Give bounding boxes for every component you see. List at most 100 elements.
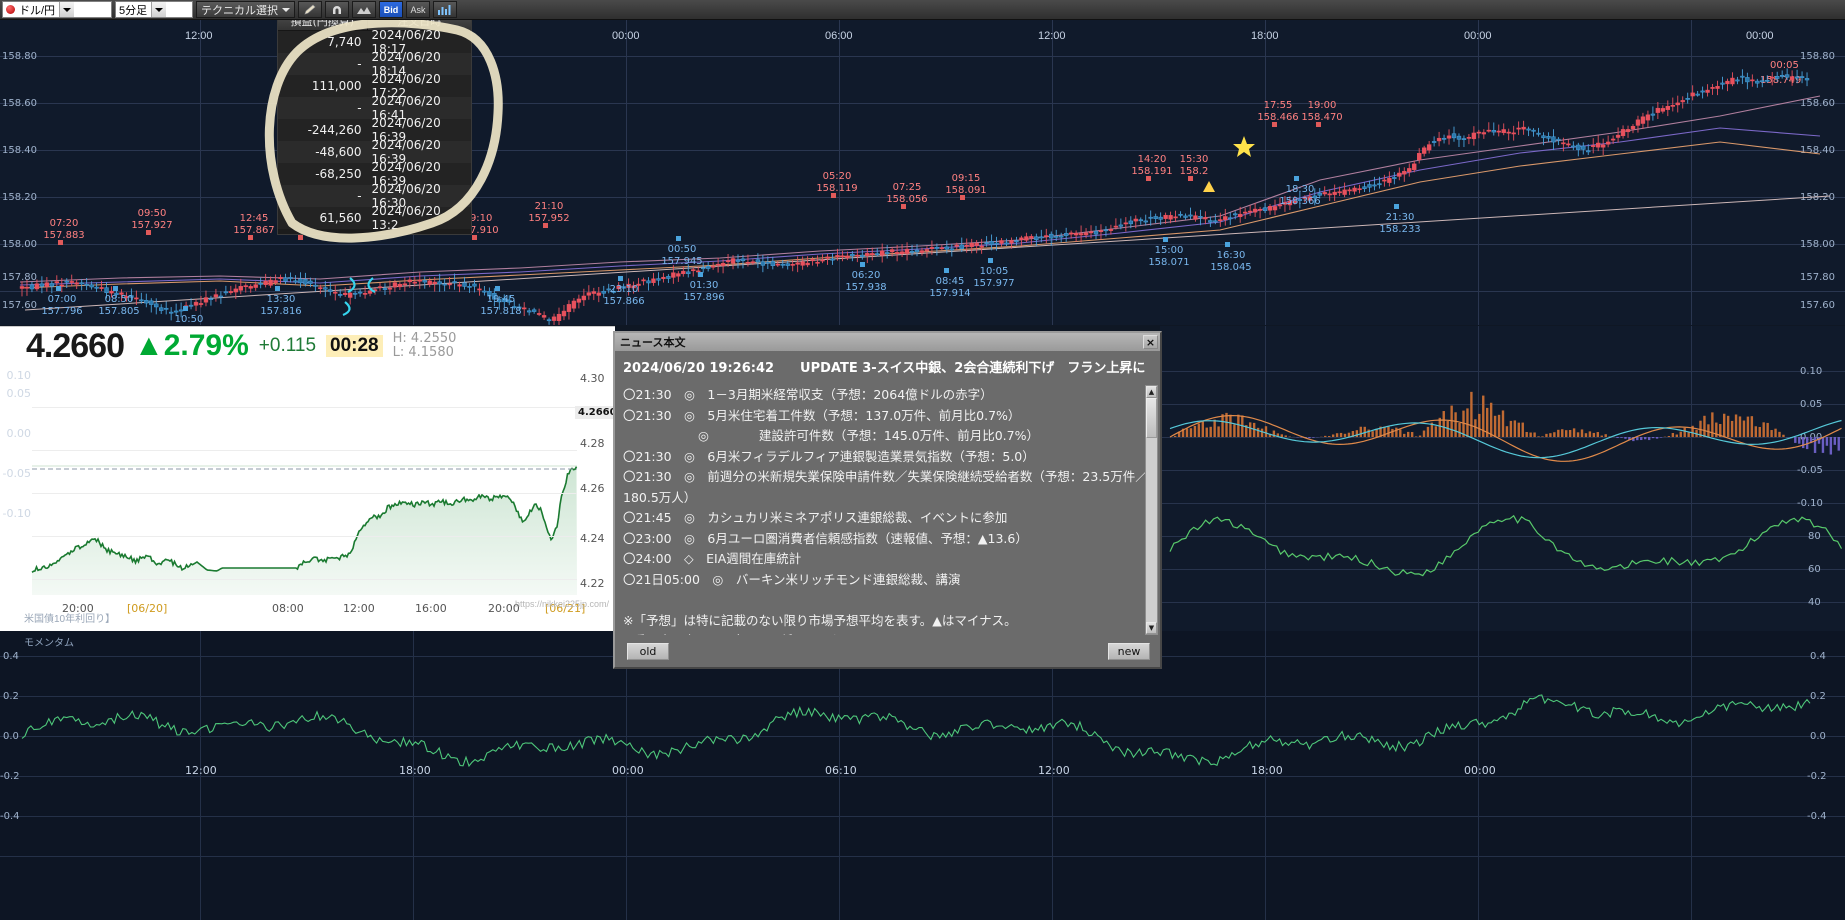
- news-dialog-titlebar[interactable]: ニュース本文 ×: [615, 333, 1160, 351]
- annotation-price: 158.366: [1279, 196, 1321, 207]
- news-dialog-footer: old new: [615, 643, 1164, 663]
- x-axis-label: 00:00: [1746, 30, 1774, 42]
- chevron-down-icon[interactable]: [59, 2, 75, 17]
- timeframe-select[interactable]: 5分足: [115, 1, 193, 18]
- scroll-up-icon[interactable]: ▲: [1146, 386, 1157, 398]
- y-axis-label-right: 158.80: [1800, 51, 1835, 62]
- quote-price: 4.2660: [26, 326, 125, 365]
- order-profit: -: [357, 189, 362, 203]
- annotation-time: 16:30: [1216, 250, 1246, 261]
- candle-annotation: 15:30 158.2: [1168, 154, 1220, 178]
- momentum-y-label: 0.4: [3, 651, 19, 662]
- quote-change-percent: ▲ 2.79%: [134, 329, 249, 362]
- news-scrollbar[interactable]: ▲ ▼: [1145, 385, 1158, 635]
- annotation-price: 157.977: [973, 278, 1015, 289]
- x-axis-label: 00:00: [612, 30, 640, 42]
- annotation-marker: [1225, 242, 1230, 247]
- annotation-price: 158.233: [1379, 224, 1421, 235]
- momentum-y-label: -0.4: [0, 811, 20, 822]
- candle-annotation: 05:20 158.119: [811, 171, 863, 195]
- momentum-x-label: 00:00: [1464, 764, 1496, 777]
- order-datetime: 2024/06/20 13:2: [371, 204, 441, 232]
- annotation-marker: [988, 258, 993, 263]
- annotation-price: 158.091: [945, 185, 987, 196]
- ask-toggle[interactable]: Ask: [406, 1, 430, 18]
- annotation-time: 15:00: [1154, 245, 1184, 256]
- currency-pair-select[interactable]: ドル/円: [2, 1, 112, 18]
- x-axis-label: 18:00: [1251, 30, 1279, 42]
- y-axis-label-left: 157.80: [2, 272, 37, 283]
- mountain-icon[interactable]: [352, 1, 376, 18]
- bar-chart-icon[interactable]: [433, 1, 457, 18]
- scroll-down-icon[interactable]: ▼: [1146, 622, 1157, 634]
- technical-select-button[interactable]: テクニカル選択: [196, 1, 295, 18]
- quote-y-label-left: 0.00: [6, 427, 32, 440]
- annotation-marker: [248, 235, 253, 240]
- ask-label: Ask: [410, 4, 426, 15]
- annotation-price: 158.2: [1179, 166, 1209, 177]
- close-icon[interactable]: ×: [1143, 335, 1158, 349]
- x-axis-label: 12:00: [1038, 30, 1066, 42]
- candle-annotation: 07:20 157.883: [38, 218, 90, 242]
- annotation-marker: [113, 286, 118, 291]
- bid-toggle[interactable]: Bid: [379, 1, 403, 18]
- annotation-price: 157.883: [43, 230, 85, 241]
- annotation-marker: [58, 240, 63, 245]
- annotation-price: 157.945: [661, 256, 703, 267]
- candle-annotation: 13:30 157.816: [255, 294, 307, 318]
- x-axis-label: 06:00: [825, 30, 853, 42]
- momentum-y-label-right: 0.4: [1810, 651, 1826, 662]
- quote-low: L: 4.1580: [392, 345, 454, 360]
- candle-annotation: 19:45 157.818: [475, 294, 527, 318]
- quote-y-label-right: 4.30: [580, 372, 605, 385]
- news-dialog[interactable]: ニュース本文 × 2024/06/20 19:26:42 UPDATE 3-スイ…: [613, 331, 1162, 669]
- candle-annotation: 00:50 157.945: [656, 244, 708, 268]
- order-profit: -68,250: [315, 167, 362, 181]
- macd-sub-chart[interactable]: 0.10 0.05 0.00 -0.05 -0.10 80 60 40: [1160, 326, 1845, 631]
- us10y-quote-panel[interactable]: 4.2660 ▲ 2.79% +0.115 00:28 H: 4.2550 L: …: [0, 326, 615, 631]
- y-axis-label-right: 158.20: [1800, 192, 1835, 203]
- annotation-time: 21:30: [1385, 212, 1415, 223]
- quote-x-label-session: [06/20]: [127, 602, 168, 615]
- quote-y-label-right: 4.24: [580, 532, 605, 545]
- chevron-down-icon: [282, 7, 290, 12]
- annotation-time: 23:10: [609, 284, 639, 295]
- recording-dot-icon: [6, 5, 15, 14]
- order-row[interactable]: 61,560 2024/06/20 13:2: [278, 204, 471, 232]
- annotation-time: 05:20: [822, 171, 852, 182]
- annotation-time: 01:30: [689, 280, 719, 291]
- x-axis-label: 12:00: [185, 30, 213, 42]
- y-axis-label-left: 158.80: [2, 51, 37, 62]
- order-history-popup[interactable]: 損益(円換算) 注文日時 7,740 2024/06/20 18:17-2024/…: [277, 11, 472, 235]
- sub-extra-label: 60: [1808, 564, 1821, 575]
- timeframe-label: 5分足: [119, 4, 148, 17]
- annotation-time: 19:00: [1307, 100, 1337, 111]
- annotation-price: 157.796: [41, 306, 83, 317]
- annotation-marker: [944, 268, 949, 273]
- up-arrow-icon: ▲: [134, 329, 164, 362]
- momentum-y-label-right: -0.4: [1807, 811, 1827, 822]
- order-profit: 7,740: [327, 35, 362, 49]
- candle-annotation: 15:00 158.071: [1143, 245, 1195, 269]
- candle-annotation: 12:45 157.867: [228, 213, 280, 237]
- pencil-icon[interactable]: [298, 1, 322, 18]
- chevron-down-icon[interactable]: [151, 2, 167, 17]
- bid-label: Bid: [383, 4, 399, 15]
- annotation-price: 158.470: [1301, 112, 1343, 123]
- annotation-time: 14:20: [1137, 154, 1167, 165]
- momentum-sub-chart[interactable]: モメンタム 0.4 0.2 0.0 -0.2 -0.4 0.4 0.2 0.0 …: [0, 631, 1845, 920]
- annotation-time: 09:50: [137, 208, 167, 219]
- momentum-y-label: -0.2: [0, 771, 20, 782]
- annotation-marker: [618, 276, 623, 281]
- annotation-price: 158.191: [1131, 166, 1173, 177]
- annotation-marker: [146, 230, 151, 235]
- scrollbar-thumb[interactable]: [1146, 398, 1157, 438]
- candle-annotation: 17:55 158.466: [1252, 100, 1304, 124]
- order-profit: -244,260: [307, 123, 362, 137]
- newer-news-button[interactable]: new: [1108, 643, 1150, 660]
- older-news-button[interactable]: old: [627, 643, 669, 660]
- annotation-time: 18:30: [1285, 184, 1315, 195]
- annotation-marker: [676, 236, 681, 241]
- magnet-icon[interactable]: [325, 1, 349, 18]
- candle-annotation: 09:15 158.091: [940, 173, 992, 197]
